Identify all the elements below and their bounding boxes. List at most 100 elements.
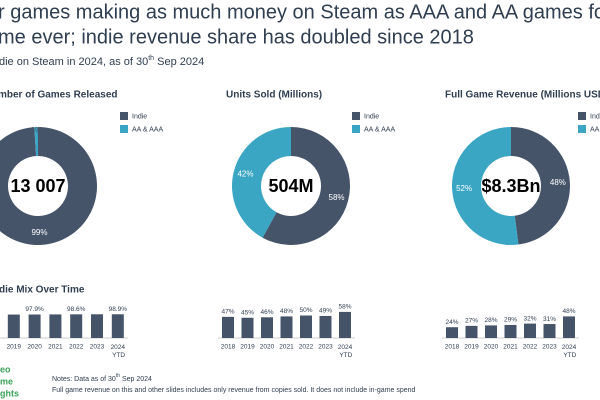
bar — [49, 314, 62, 338]
legend-label: Indie — [364, 113, 379, 120]
value-label: 49% — [319, 308, 332, 315]
x-tick-label: 2021 — [503, 344, 518, 351]
bar — [446, 327, 458, 338]
donut-slice — [0, 127, 97, 245]
x-tick-part: YTD — [110, 352, 125, 359]
note-sup: th — [116, 373, 120, 379]
x-tick-label: 2019 — [464, 344, 479, 351]
x-tick-label: 2023 — [542, 344, 557, 351]
center-label: 504M — [268, 176, 313, 196]
logo: me — [0, 376, 13, 386]
value-label: 58% — [338, 304, 351, 311]
x-tick-label: 2023 — [90, 344, 105, 351]
value-label: 29% — [504, 317, 517, 324]
bar — [91, 314, 103, 338]
x-tick-label: 2024 YTD — [338, 344, 353, 359]
subtitle: die on Steam in 2024, as of 30th Sep 202… — [0, 55, 204, 68]
x-tick-label: 2018 — [445, 344, 460, 351]
bar — [111, 314, 124, 338]
bar — [485, 325, 497, 338]
value-label: 48% — [562, 308, 575, 315]
x-tick-label: 2022 — [523, 344, 538, 351]
note-text: Notes: Data as of 30 — [52, 376, 116, 383]
value-label: 46% — [260, 309, 273, 316]
value-label: 24% — [445, 319, 458, 326]
subtitle-text: Sep 2024 — [154, 56, 204, 68]
slice-label: 48% — [550, 178, 566, 187]
value-label: 47% — [221, 309, 234, 316]
x-tick-label: 2020 — [27, 344, 42, 351]
value-label: 45% — [241, 309, 254, 316]
chart-title: Units Sold (Millions) — [226, 90, 322, 101]
section-title: die Mix Over Time — [0, 285, 85, 296]
legend-label: AA & AAA — [364, 126, 395, 133]
slice-label: 58% — [329, 193, 345, 202]
bar — [319, 315, 332, 338]
donut-slice — [232, 127, 291, 238]
donut-slice — [452, 127, 519, 245]
donut-slice — [511, 127, 571, 245]
chart-title: Full Game Revenue (Millions USD) — [445, 90, 600, 101]
bar — [261, 317, 273, 338]
value-label: 27% — [465, 318, 478, 325]
title-line: r games making as much money on Steam as… — [0, 1, 600, 23]
x-tick-label: 2022 — [299, 344, 314, 351]
bar — [222, 316, 234, 338]
legend-label: AA & AAA — [132, 126, 163, 133]
bar — [28, 314, 41, 338]
x-tick-part: 2024 — [562, 344, 577, 351]
value-label: 97.9% — [25, 306, 44, 313]
bar — [70, 314, 83, 338]
value-label: 98.9% — [109, 306, 128, 313]
note: Notes: Data as of 30th Sep 2024 — [52, 373, 152, 383]
bar — [241, 317, 254, 338]
legend-swatch — [352, 125, 360, 133]
chart-title: mber of Games Released — [0, 90, 118, 101]
x-tick-label: 2020 — [484, 344, 499, 351]
x-tick-label: 2021 — [48, 344, 63, 351]
legend-label: AA & AAA — [590, 126, 600, 133]
bar — [7, 314, 20, 338]
x-tick-label: 2020 — [260, 344, 275, 351]
note-text: Sep 2024 — [120, 376, 152, 383]
subtitle-sup: th — [148, 55, 154, 62]
legend-swatch — [578, 112, 586, 120]
legend-label: Indie — [590, 113, 600, 120]
value-label: 48% — [280, 308, 293, 315]
logo: ghts — [0, 388, 19, 398]
x-tick-label: 2019 — [240, 344, 255, 351]
slice-label: 1% — [30, 126, 42, 135]
bar — [563, 316, 575, 338]
value-label: 98.6% — [67, 306, 86, 313]
note: Full game revenue on this and other slid… — [52, 387, 416, 394]
bar — [300, 315, 312, 338]
legend-swatch — [352, 112, 360, 120]
bar — [524, 323, 536, 338]
bar — [280, 316, 293, 338]
legend-label: Indie — [132, 113, 147, 120]
x-tick-part: YTD — [562, 352, 577, 359]
donut-slice — [34, 127, 38, 157]
x-tick-label: 2024 YTD — [562, 344, 577, 359]
value-label: 32% — [523, 315, 536, 322]
title-line: me ever; indie revenue share has doubled… — [0, 26, 474, 48]
x-tick-label: 2024 YTD — [110, 344, 125, 359]
slice-label: 42% — [237, 169, 253, 178]
bar — [504, 324, 517, 338]
x-tick-label: 2022 — [69, 344, 84, 351]
logo: eo — [0, 364, 11, 374]
x-tick-label: 2019 — [7, 344, 22, 351]
x-tick-label: 2021 — [279, 344, 294, 351]
x-tick-label: 2023 — [318, 344, 333, 351]
x-tick-part: YTD — [338, 352, 353, 359]
donut-slice — [262, 127, 350, 245]
value-label: 50% — [299, 307, 312, 314]
x-tick-part: 2024 — [111, 344, 126, 351]
slice-label: 99% — [31, 228, 47, 237]
bar — [339, 311, 351, 338]
bar — [465, 325, 478, 338]
bar — [543, 324, 556, 338]
slice-label: 52% — [456, 184, 472, 193]
legend-swatch — [120, 112, 128, 120]
